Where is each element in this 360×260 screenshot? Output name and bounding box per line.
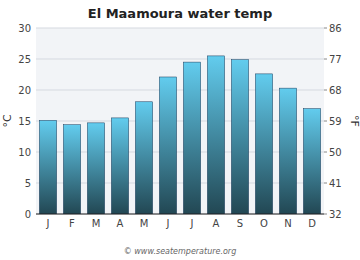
bar xyxy=(183,62,200,214)
x-tick-label: N xyxy=(284,218,291,229)
x-tick-label: D xyxy=(308,218,316,229)
bar xyxy=(111,118,128,214)
bar xyxy=(255,74,272,214)
y-tick-label: 5 xyxy=(25,178,31,189)
bar xyxy=(207,56,224,214)
y-tick-label: 25 xyxy=(18,54,31,65)
x-tick-label: M xyxy=(92,218,101,229)
y2-tick xyxy=(324,121,327,122)
bar xyxy=(303,109,320,214)
x-tick-label: O xyxy=(260,218,268,229)
y-tick-label: 20 xyxy=(18,85,31,96)
baseline xyxy=(36,214,324,215)
y-tick-label: 0 xyxy=(25,209,31,220)
grid-line xyxy=(36,28,324,29)
y2-tick-label: 50 xyxy=(329,147,342,158)
y2-tick-label: 32 xyxy=(329,209,342,220)
bars xyxy=(39,56,320,214)
x-tick-label: J xyxy=(166,218,170,229)
title: El Maamoura water temp xyxy=(88,6,272,21)
bar xyxy=(279,88,296,214)
x-tick-label: S xyxy=(237,218,243,229)
bar xyxy=(39,120,56,214)
grid-line xyxy=(36,214,324,215)
y2-tick-label: 41 xyxy=(329,178,342,189)
chart: 0 5 10 15 20 25 30 32 41 50 59 68 77 86 J F M A M J J A S O N D °C… xyxy=(0,0,360,260)
watermark: © www.seatemperature.org xyxy=(124,247,236,256)
y2-tick xyxy=(324,59,327,60)
bar xyxy=(135,102,152,214)
bar xyxy=(63,125,80,214)
y2-tick-label: 86 xyxy=(329,23,342,34)
y-tick-label: 30 xyxy=(18,23,31,34)
y2-tick-label: 59 xyxy=(329,116,342,127)
y2-tick xyxy=(324,28,327,29)
x-tick-label: A xyxy=(213,218,220,229)
y2-axis-label: °F xyxy=(348,115,360,127)
grid-line xyxy=(36,59,324,60)
y-axis-label: °C xyxy=(1,114,14,128)
x-tick-label: M xyxy=(140,218,149,229)
y2-tick xyxy=(324,214,327,215)
x-tick-label: J xyxy=(46,218,50,229)
x-tick-label: J xyxy=(190,218,194,229)
y2-tick xyxy=(324,183,327,184)
y2-tick-label: 68 xyxy=(329,85,342,96)
bar xyxy=(159,77,176,214)
y-tick-label: 15 xyxy=(18,116,31,127)
y2-tick xyxy=(324,90,327,91)
y2-tick-label: 77 xyxy=(329,54,342,65)
x-tick-label: F xyxy=(69,218,75,229)
y2-tick xyxy=(324,152,327,153)
bar xyxy=(87,123,104,214)
y-tick-label: 10 xyxy=(18,147,31,158)
bar xyxy=(231,60,248,214)
plot-background xyxy=(36,28,324,214)
x-tick-label: A xyxy=(117,218,124,229)
chart-container: 0 5 10 15 20 25 30 32 41 50 59 68 77 86 J F M A M J J A S O N D °C… xyxy=(0,0,360,260)
